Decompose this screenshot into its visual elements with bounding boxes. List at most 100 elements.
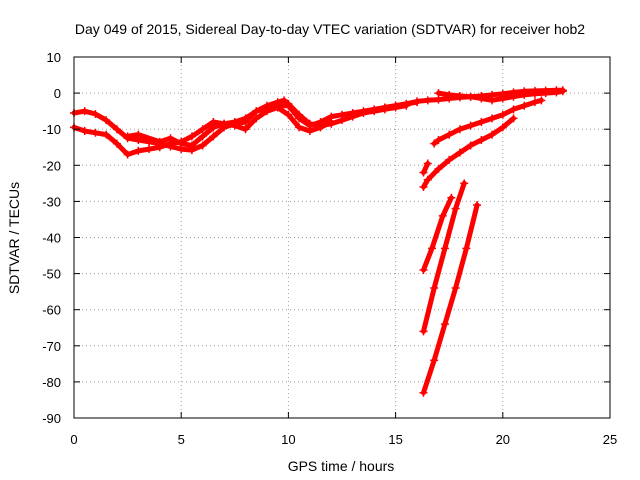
data-point [252,114,261,123]
data-point [509,92,518,101]
data-point [498,110,507,119]
data-point [80,107,89,116]
data-point [359,107,368,116]
data-point [155,137,164,146]
data-point [498,94,507,103]
y-tick-label: 0 [54,86,61,101]
data-point [488,96,497,105]
data-point [520,101,529,110]
y-tick-label: -80 [42,375,61,390]
data-point [220,119,229,128]
data-point [455,148,464,157]
data-point [488,130,497,139]
data-point [473,201,482,210]
y-tick-label: -30 [42,194,61,209]
data-point [338,110,346,119]
data-point [273,103,282,112]
data-point [430,356,439,365]
data-point [558,87,567,96]
y-tick-label: -50 [42,267,61,282]
series-points-track-h [419,159,432,177]
data-point [252,107,261,116]
data-point [477,94,486,103]
data-point [423,159,432,168]
data-point [430,139,439,148]
data-point [209,132,218,141]
data-point [419,388,428,397]
data-point [284,101,293,110]
data-point [509,105,518,114]
data-point [123,132,132,141]
data-point [498,123,507,132]
data-point [241,125,250,134]
data-point [230,121,239,130]
data-point [295,114,304,123]
data-point [80,127,89,136]
data-point [428,244,437,253]
data-point [187,141,196,150]
data-point [112,125,121,134]
data-point [112,139,121,148]
data-point [419,327,428,336]
data-point [166,134,175,143]
data-point [423,96,432,105]
data-point [434,136,443,145]
data-point [305,127,314,136]
data-point [284,110,293,119]
data-point [445,155,454,164]
data-point [466,141,475,150]
y-tick-label: -20 [42,158,61,173]
data-point [451,284,460,293]
data-point [187,132,196,141]
data-point [488,114,497,123]
data-point [438,211,447,220]
data-point [280,96,289,105]
y-tick-label: -40 [42,231,61,246]
data-point [380,103,389,112]
data-point [327,117,336,126]
y-tick-label: -90 [42,411,61,426]
grid-lines [74,57,610,418]
axis-ticks: 0 5 10 15 20 25 10 0 -10 -20 -30 -40 -50 -60 -70 -80 -90 [42,50,617,447]
data-point [295,123,304,132]
data-point [445,90,454,99]
data-point [198,141,207,150]
data-point [91,110,100,119]
y-tick-label: -60 [42,303,61,318]
data-point [451,204,460,213]
series-line-track-i [421,195,454,273]
data-point [102,116,111,125]
data-point [466,121,475,130]
data-point [316,123,325,132]
x-axis-label: GPS time / hours [288,458,395,474]
data-point [370,105,379,114]
x-tick-label: 15 [388,432,402,447]
y-tick-label: -70 [42,339,61,354]
y-axis-label: SDTVAR / TECUs [6,182,22,294]
y-tick-label: -10 [42,122,61,137]
data-point [477,136,486,145]
data-point [348,108,357,117]
data-point [509,114,518,123]
data-point [91,128,100,137]
data-point [102,130,111,139]
data-point [530,89,539,98]
data-point [134,146,143,155]
x-tick-label: 5 [178,432,185,447]
data-point [423,175,432,184]
data-point [123,150,132,159]
series-points-track-g [419,114,518,191]
data-point [455,125,464,134]
data-point [460,179,469,188]
data-point [209,123,218,132]
x-tick-label: 25 [603,432,617,447]
data-point [537,96,546,105]
data-point [541,89,550,98]
data-point [198,125,207,134]
data-point [413,97,422,106]
data-point [262,107,271,116]
series-line-track-k [421,202,480,396]
data-point [402,99,411,108]
data-point [477,117,486,126]
